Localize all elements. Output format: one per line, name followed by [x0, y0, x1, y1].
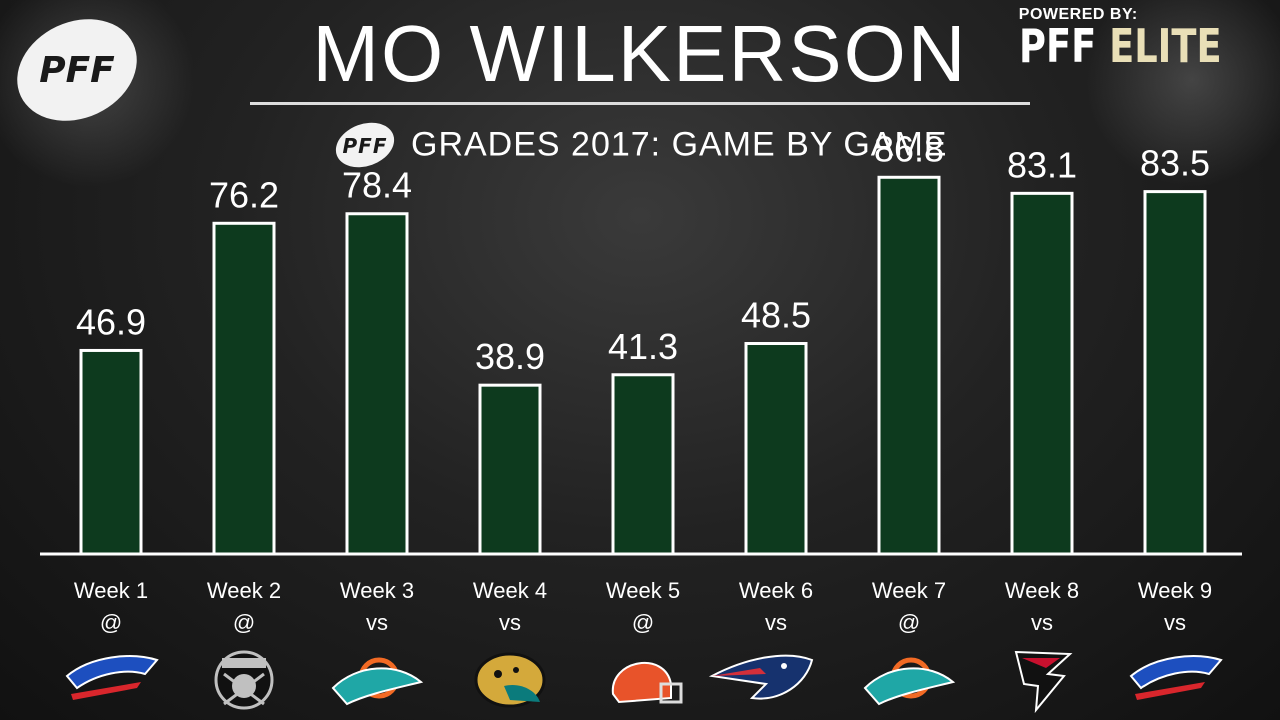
location-label-week-9: vs: [1164, 610, 1186, 635]
title-divider: [250, 102, 1030, 105]
bar-week-5: [611, 373, 675, 556]
pff-logo-text: PFF: [39, 50, 115, 91]
value-label-week-2: 76.2: [209, 174, 279, 215]
category-label-week-7: Week 7: [872, 578, 946, 603]
value-label-week-6: 48.5: [741, 295, 811, 336]
powered-by-label: POWERED BY:: [1018, 6, 1138, 23]
bills-logo-icon: [1129, 655, 1223, 700]
value-label-week-5: 41.3: [608, 326, 678, 367]
category-label-week-3: Week 3: [340, 578, 414, 603]
bills-logo-icon: [65, 655, 159, 700]
bar-week-9: [1143, 190, 1207, 556]
bar-week-1: [79, 348, 143, 556]
subtitle-text: GRADES 2017: GAME BY GAME: [411, 125, 948, 164]
location-label-week-5: @: [632, 610, 654, 635]
raiders-logo-icon: [214, 650, 274, 710]
value-label-week-3: 78.4: [342, 165, 412, 206]
value-label-week-7: 86.8: [874, 128, 944, 169]
category-label-week-8: Week 8: [1005, 578, 1079, 603]
location-label-week-2: @: [233, 610, 255, 635]
value-label-week-1: 46.9: [76, 301, 146, 342]
brand-elite: ELITE: [1108, 19, 1222, 73]
powered-by-pff-elite: POWERED BY: PFF ELITE: [1018, 6, 1272, 69]
pff-elite-brand: PFF ELITE: [1019, 23, 1222, 69]
category-label-week-1: Week 1: [74, 578, 148, 603]
category-label-week-9: Week 9: [1138, 578, 1212, 603]
category-label-week-4: Week 4: [473, 578, 547, 603]
patriots-logo-icon: [708, 654, 814, 700]
bar-week-2: [212, 221, 276, 556]
location-label-week-3: vs: [366, 610, 388, 635]
category-label-week-2: Week 2: [207, 578, 281, 603]
bar-week-3: [345, 212, 409, 556]
dolphins-logo-icon: [331, 657, 424, 706]
value-label-week-9: 83.5: [1140, 143, 1210, 184]
pff-mini-logo-icon: PFF: [335, 122, 394, 168]
page-title: MO WILKERSON: [312, 9, 968, 98]
stadium-lights-right: [1060, 0, 1280, 200]
pff-football-logo: PFF: [17, 19, 137, 121]
dolphins-logo-icon: [863, 657, 956, 706]
category-label-week-6: Week 6: [739, 578, 813, 603]
browns-helmet-icon: [611, 661, 683, 704]
location-label-week-4: vs: [499, 610, 521, 635]
falcons-logo-icon: [1014, 650, 1073, 714]
bar-week-8: [1010, 191, 1074, 556]
category-label-week-5: Week 5: [606, 578, 680, 603]
bar-week-4: [478, 383, 542, 556]
location-label-week-7: @: [898, 610, 920, 635]
location-label-week-8: vs: [1031, 610, 1053, 635]
bar-week-6: [744, 342, 808, 556]
value-label-week-4: 38.9: [475, 336, 545, 377]
location-label-week-1: @: [100, 610, 122, 635]
brand-pff: PFF: [1018, 19, 1109, 73]
location-label-week-6: vs: [765, 610, 787, 635]
jaguars-logo-icon: [474, 652, 546, 708]
value-label-week-8: 83.1: [1007, 144, 1077, 185]
chart-subtitle: PFF GRADES 2017: GAME BY GAME: [0, 122, 1280, 168]
bar-week-7: [877, 175, 941, 556]
mini-logo-text: PFF: [342, 134, 387, 158]
